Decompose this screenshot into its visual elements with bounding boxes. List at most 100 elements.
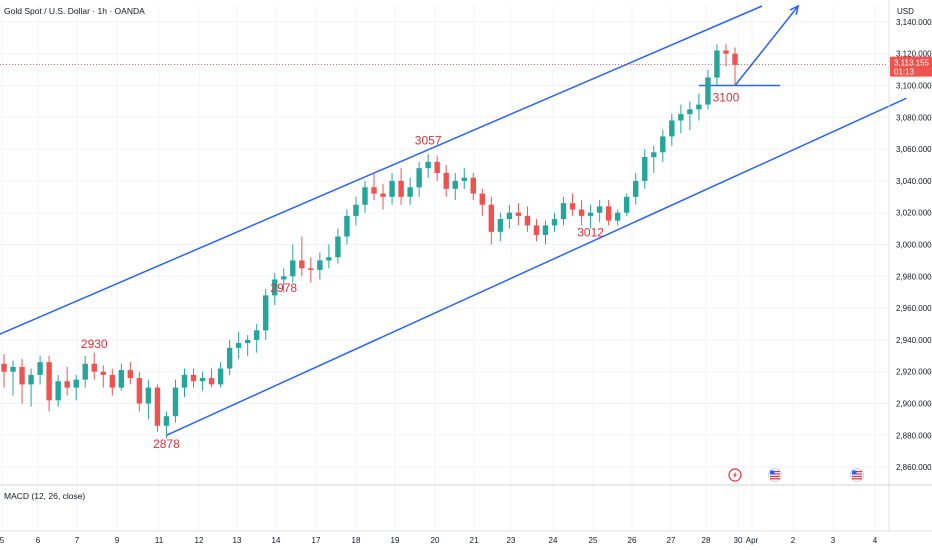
candle-body xyxy=(190,374,197,382)
projection-arrow-line[interactable] xyxy=(734,5,799,86)
candle-body xyxy=(515,212,522,216)
candle-body xyxy=(461,177,467,181)
upper-channel-line[interactable] xyxy=(0,5,763,348)
flag-stripe xyxy=(770,475,780,477)
candle xyxy=(596,199,603,223)
candle-body xyxy=(398,180,404,197)
us-flag-icon[interactable] xyxy=(768,468,782,482)
price-annotation-3012: 3012 xyxy=(577,226,604,240)
candle xyxy=(380,184,386,210)
candle-body xyxy=(1,363,7,372)
candle xyxy=(19,358,25,404)
time-tick-label: 11 xyxy=(155,536,164,545)
candle xyxy=(696,93,702,121)
candle xyxy=(163,411,170,439)
time-tick-label: 17 xyxy=(312,536,321,545)
price-tick-label: 2,900.000 xyxy=(896,400,932,409)
price-annotation-2978: 2978 xyxy=(270,281,297,295)
flag-stripe xyxy=(770,478,780,480)
candle-body xyxy=(587,212,594,216)
candle-body xyxy=(696,104,702,110)
flash-icon-bolt xyxy=(733,471,737,479)
flag-canton xyxy=(770,470,775,475)
candle-body xyxy=(136,378,143,404)
price-tick-label: 3,060.000 xyxy=(896,145,932,154)
chart-title: Gold Spot / U.S. Dollar · 1h · OANDA xyxy=(4,6,145,16)
candle xyxy=(244,335,251,356)
candle-body xyxy=(46,362,52,401)
time-tick-label: 23 xyxy=(507,536,516,545)
candle xyxy=(344,209,350,245)
candle xyxy=(470,172,476,200)
price-tick-label: 3,120.000 xyxy=(896,50,932,59)
event-icons[interactable] xyxy=(728,468,864,482)
time-tick-label: 3 xyxy=(831,536,836,545)
time-tick-label: 26 xyxy=(628,536,637,545)
candle xyxy=(172,379,179,423)
candle-body xyxy=(91,363,97,372)
candle xyxy=(226,339,233,375)
candle xyxy=(127,362,134,385)
candle-body xyxy=(208,378,215,385)
candle-body xyxy=(145,387,152,404)
candle xyxy=(281,268,287,293)
flag-stripe xyxy=(770,471,780,473)
candle xyxy=(416,161,422,197)
candle xyxy=(64,366,70,396)
time-tick-label: 30 xyxy=(734,536,743,545)
time-tick-label: 21 xyxy=(470,536,479,545)
price-annotation-3057: 3057 xyxy=(415,133,442,147)
time-tick-label: 27 xyxy=(667,536,676,545)
candle xyxy=(1,354,7,388)
candle-body xyxy=(497,219,504,232)
candle xyxy=(714,44,720,86)
price-axis[interactable]: 2,860.000 2,880.000 2,900.000 2,920.000 2,94… xyxy=(888,0,932,531)
candle-body xyxy=(281,276,287,280)
candle-body xyxy=(19,366,25,385)
candle-body xyxy=(551,219,558,226)
candle-body xyxy=(317,260,323,270)
lower-channel-line[interactable] xyxy=(166,97,907,436)
time-tick-label: 13 xyxy=(233,536,242,545)
candle-body xyxy=(623,196,630,213)
candle-body xyxy=(687,109,693,115)
price-tick-label: 3,100.000 xyxy=(896,82,932,91)
time-tick-label: 28 xyxy=(702,536,711,545)
candle xyxy=(181,368,188,398)
candle-body xyxy=(380,193,386,197)
us-flag-icon[interactable] xyxy=(850,468,864,482)
current-price-badge xyxy=(890,56,932,77)
candle-body xyxy=(64,381,70,388)
price-tick-label: 3,140.000 xyxy=(896,18,932,27)
candle-body xyxy=(199,378,206,382)
candle xyxy=(452,172,458,200)
time-tick-label: 18 xyxy=(352,536,361,545)
candle xyxy=(82,355,88,388)
flag-stripe xyxy=(852,475,862,477)
candle-body xyxy=(371,187,377,194)
candle-body xyxy=(109,374,116,388)
time-tick-label: 2 xyxy=(791,536,796,545)
candle-body xyxy=(660,136,666,153)
time-axis[interactable]: 5 6 7 9 11 12 13 14 17 18 19 20 21 23 24 25 26 27 28 30 Apr 2… xyxy=(0,536,878,545)
candle xyxy=(443,165,449,197)
candle-body xyxy=(416,168,422,188)
candle-body xyxy=(605,206,612,221)
candle-body xyxy=(326,257,332,261)
candle-body xyxy=(705,77,711,105)
candle xyxy=(37,355,43,385)
price-tick-label: 2,860.000 xyxy=(896,463,932,472)
candle-body xyxy=(732,53,738,65)
candle xyxy=(10,360,16,396)
candle xyxy=(46,355,52,412)
candle-body xyxy=(524,215,531,226)
candle xyxy=(326,244,332,269)
candle xyxy=(317,252,323,280)
price-tick-label: 2,960.000 xyxy=(896,304,932,313)
candle-body xyxy=(407,187,413,197)
candle xyxy=(290,244,296,283)
flash-event-icon[interactable] xyxy=(728,468,742,482)
